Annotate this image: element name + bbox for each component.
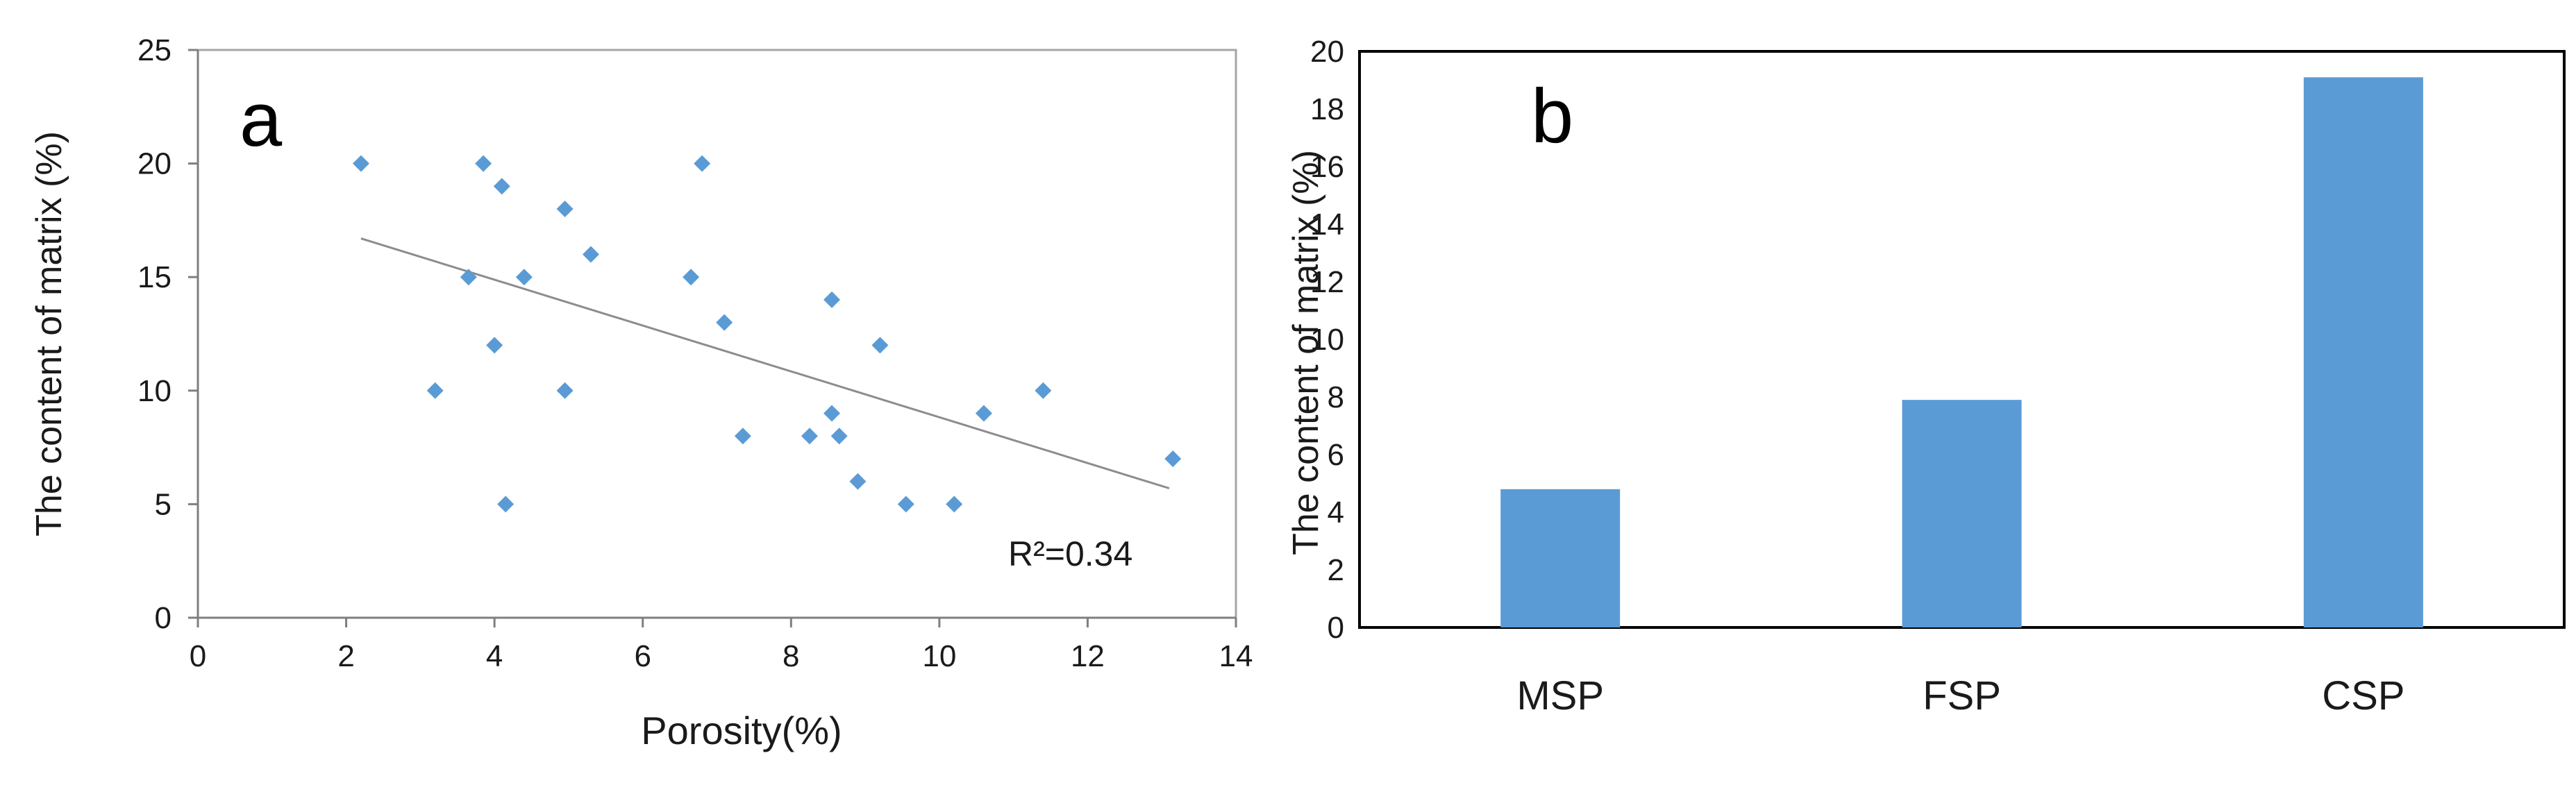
panel-a-data-point [493,178,510,195]
panel-a-data-point [801,428,818,445]
panel-a-data-point [497,496,515,513]
panel-a-scatter-chart: 0 2 4 6 8 10 12 14 0 5 10 15 20 25 a R²=0.34 Porosit… [29,33,1253,752]
panel-a-data-point [486,337,503,354]
panel-a-data-point [426,382,444,399]
panel-a-x-tick-label: 12 [1071,639,1105,673]
panel-b-bar-chart: 0 2 4 6 8 10 12 14 16 18 20 MSP FSP CSP b The conten… [1286,35,2566,718]
panel-a-data-point [515,269,533,286]
panel-a-data-point [582,246,599,263]
panel-a-x-tick-label: 8 [783,639,799,673]
panel-a-trendline [360,237,1170,489]
panel-a-x-tick-label: 2 [337,639,354,673]
panel-a-data-point [683,269,700,286]
panel-b-y-tick-label: 10 [1310,323,1344,357]
panel-a-data-point [556,382,574,399]
panel-a-x-tick-label: 6 [634,639,651,673]
panel-a-y-tick-label: 20 [137,147,172,181]
panel-a-data-point [823,405,841,422]
panel-a-x-ticks: 0 2 4 6 8 10 12 14 [190,618,1253,673]
panel-a-r2-label: R²=0.34 [1008,534,1132,573]
panel-a-x-tick-label: 10 [922,639,956,673]
panel-a-data-point [460,269,477,286]
panel-a-data-point [823,291,841,308]
panel-a-data-point [475,155,492,172]
panel-b-bar-msp [1500,489,1621,627]
panel-b-category-label: MSP [1516,673,1604,718]
panel-a-data-point [556,201,574,218]
panel-a-data-point [694,155,711,172]
panel-a-x-tick-label: 14 [1219,639,1253,673]
panel-a-data-point [734,428,751,445]
panel-a-data-point [849,473,867,490]
panel-a-y-tick-label: 10 [137,374,172,408]
panel-a-y-axis-title: The content of matrix (%) [29,131,69,537]
panel-b-bars [1500,77,2423,628]
panel-b-letter: b [1531,74,1573,159]
panel-b-y-tick-label: 14 [1310,208,1344,242]
panel-b-y-tick-label: 2 [1328,553,1344,587]
panel-b-y-tick-label: 6 [1328,438,1344,472]
panel-a-data-point [1164,450,1182,467]
panel-a-data-point [897,496,914,513]
panel-a-y-tick-label: 25 [137,33,172,67]
panel-b-y-tick-label: 4 [1328,496,1344,530]
panel-b-category-label: CSP [2322,673,2404,718]
panel-a-data-point [871,337,889,354]
panel-b-category-labels: MSP FSP CSP [1516,673,2404,718]
panel-a-data-point [352,155,369,172]
panel-a-points [352,155,1182,513]
panel-b-bar-csp [2303,77,2423,628]
panel-a-letter: a [240,77,283,162]
panel-b-y-tick-label: 8 [1328,380,1344,414]
panel-b-y-tick-label: 20 [1310,35,1344,69]
panel-a-data-point [946,496,963,513]
panel-a-data-point [716,314,733,331]
panel-b-y-tick-label: 0 [1328,611,1344,645]
panel-b-y-tick-label: 18 [1310,92,1344,126]
panel-a-x-tick-label: 0 [190,639,206,673]
panel-b-y-axis-title: The content of matrix (%) [1286,150,1326,555]
panel-a-y-tick-label: 5 [155,487,172,521]
panel-a-plot-frame [196,49,1237,619]
panel-a-y-ticks: 0 5 10 15 20 25 [137,33,198,635]
panel-a-y-tick-label: 0 [155,601,172,635]
panel-a-data-point [1035,382,1052,399]
panel-a-data-point [830,428,848,445]
panel-b-bar-fsp [1902,400,2022,627]
panel-a-x-tick-label: 4 [486,639,503,673]
panel-b-y-tick-label: 12 [1310,265,1344,299]
panel-a-y-tick-label: 15 [137,260,172,294]
panel-a-x-axis-title: Porosity(%) [641,709,842,752]
panel-b-y-ticks: 0 2 4 6 8 10 12 14 16 18 20 [1310,35,1344,645]
panel-b-y-tick-label: 16 [1310,150,1344,184]
panel-b-category-label: FSP [1923,673,2001,718]
panel-a-data-point [975,405,992,422]
